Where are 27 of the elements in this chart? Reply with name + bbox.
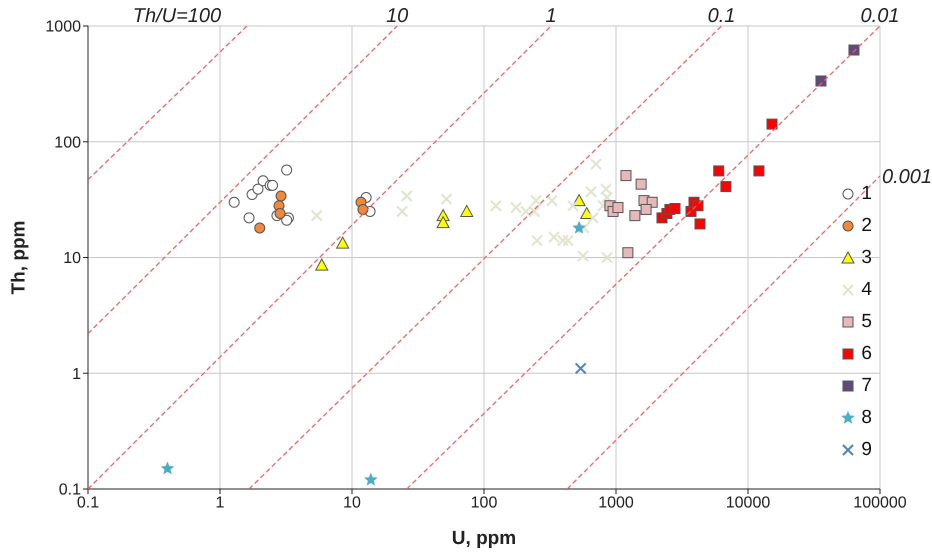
x-tick-label: 10000 bbox=[726, 494, 770, 512]
x-axis-title: U, ppm bbox=[452, 528, 516, 549]
legend-label: 9 bbox=[861, 439, 872, 461]
legend-label: 5 bbox=[861, 311, 872, 333]
legend-label: 4 bbox=[861, 279, 872, 301]
x-tick-label: 100 bbox=[470, 494, 498, 512]
text: 0.001 bbox=[882, 166, 932, 188]
y-tick-label: 100 bbox=[54, 134, 82, 152]
legend-label: 7 bbox=[861, 375, 872, 397]
legend-label: 8 bbox=[861, 407, 872, 429]
x-tick-label: 10 bbox=[343, 494, 361, 512]
legend-label: 3 bbox=[861, 247, 872, 269]
legend-label: 1 bbox=[861, 183, 872, 205]
y-tick-label: 10 bbox=[63, 250, 82, 268]
annotation: 0.01 bbox=[860, 5, 900, 27]
annotation: 1 bbox=[545, 5, 557, 27]
legend-label: 6 bbox=[861, 343, 872, 365]
x-tick-label: 1 bbox=[216, 494, 225, 512]
x-tick-label: 100000 bbox=[853, 494, 907, 512]
x-tick-label: 1000 bbox=[598, 494, 634, 512]
legend-label: 2 bbox=[861, 215, 872, 237]
y-tick-label: 1000 bbox=[45, 18, 82, 36]
annotation: 10 bbox=[386, 5, 408, 27]
x-tick-label: 0.1 bbox=[76, 494, 100, 512]
y-axis-title: Th, ppm bbox=[8, 220, 30, 294]
y-tick-label: 1 bbox=[72, 366, 82, 383]
annotation: 0.1 bbox=[708, 5, 736, 27]
